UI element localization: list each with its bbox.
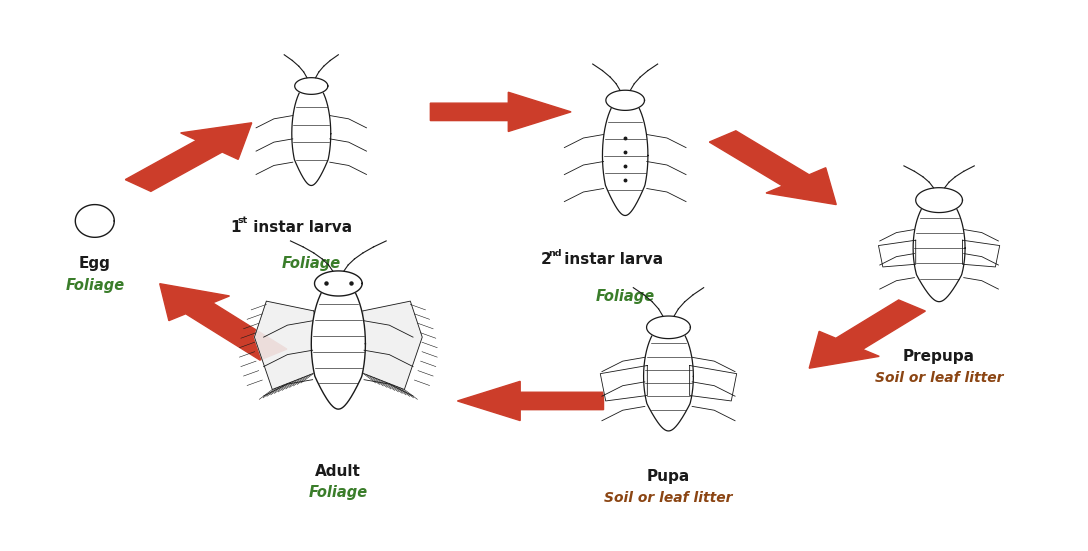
- FancyArrow shape: [160, 284, 287, 360]
- Text: Foliage: Foliage: [309, 485, 368, 500]
- Text: Egg: Egg: [78, 256, 111, 272]
- Polygon shape: [75, 204, 114, 237]
- FancyArrow shape: [809, 300, 926, 368]
- Polygon shape: [601, 365, 647, 401]
- FancyArrow shape: [125, 123, 251, 191]
- Text: Foliage: Foliage: [595, 289, 655, 304]
- Polygon shape: [644, 322, 693, 431]
- FancyArrow shape: [709, 131, 837, 204]
- Polygon shape: [311, 278, 366, 409]
- Polygon shape: [606, 90, 644, 110]
- Polygon shape: [292, 82, 331, 186]
- FancyArrow shape: [431, 92, 571, 132]
- Polygon shape: [646, 316, 691, 339]
- Polygon shape: [878, 240, 916, 267]
- Polygon shape: [690, 365, 737, 401]
- Text: instar larva: instar larva: [248, 220, 353, 235]
- Text: nd: nd: [548, 249, 561, 257]
- Text: Foliage: Foliage: [282, 256, 341, 272]
- Text: Prepupa: Prepupa: [903, 349, 975, 364]
- Polygon shape: [963, 240, 1000, 267]
- Text: Pupa: Pupa: [647, 469, 690, 484]
- FancyArrow shape: [457, 381, 604, 420]
- Text: 2: 2: [541, 252, 552, 267]
- Polygon shape: [603, 95, 648, 215]
- Text: Adult: Adult: [316, 464, 361, 479]
- Polygon shape: [916, 188, 963, 213]
- Polygon shape: [255, 301, 314, 390]
- Text: instar larva: instar larva: [559, 252, 664, 267]
- Text: Soil or leaf litter: Soil or leaf litter: [604, 491, 732, 505]
- Polygon shape: [314, 271, 362, 296]
- Text: Soil or leaf litter: Soil or leaf litter: [875, 371, 1003, 385]
- Polygon shape: [362, 301, 422, 390]
- Polygon shape: [295, 78, 327, 94]
- Polygon shape: [913, 195, 965, 302]
- Text: Foliage: Foliage: [65, 278, 124, 293]
- Text: 1: 1: [230, 220, 240, 235]
- Text: st: st: [237, 216, 248, 225]
